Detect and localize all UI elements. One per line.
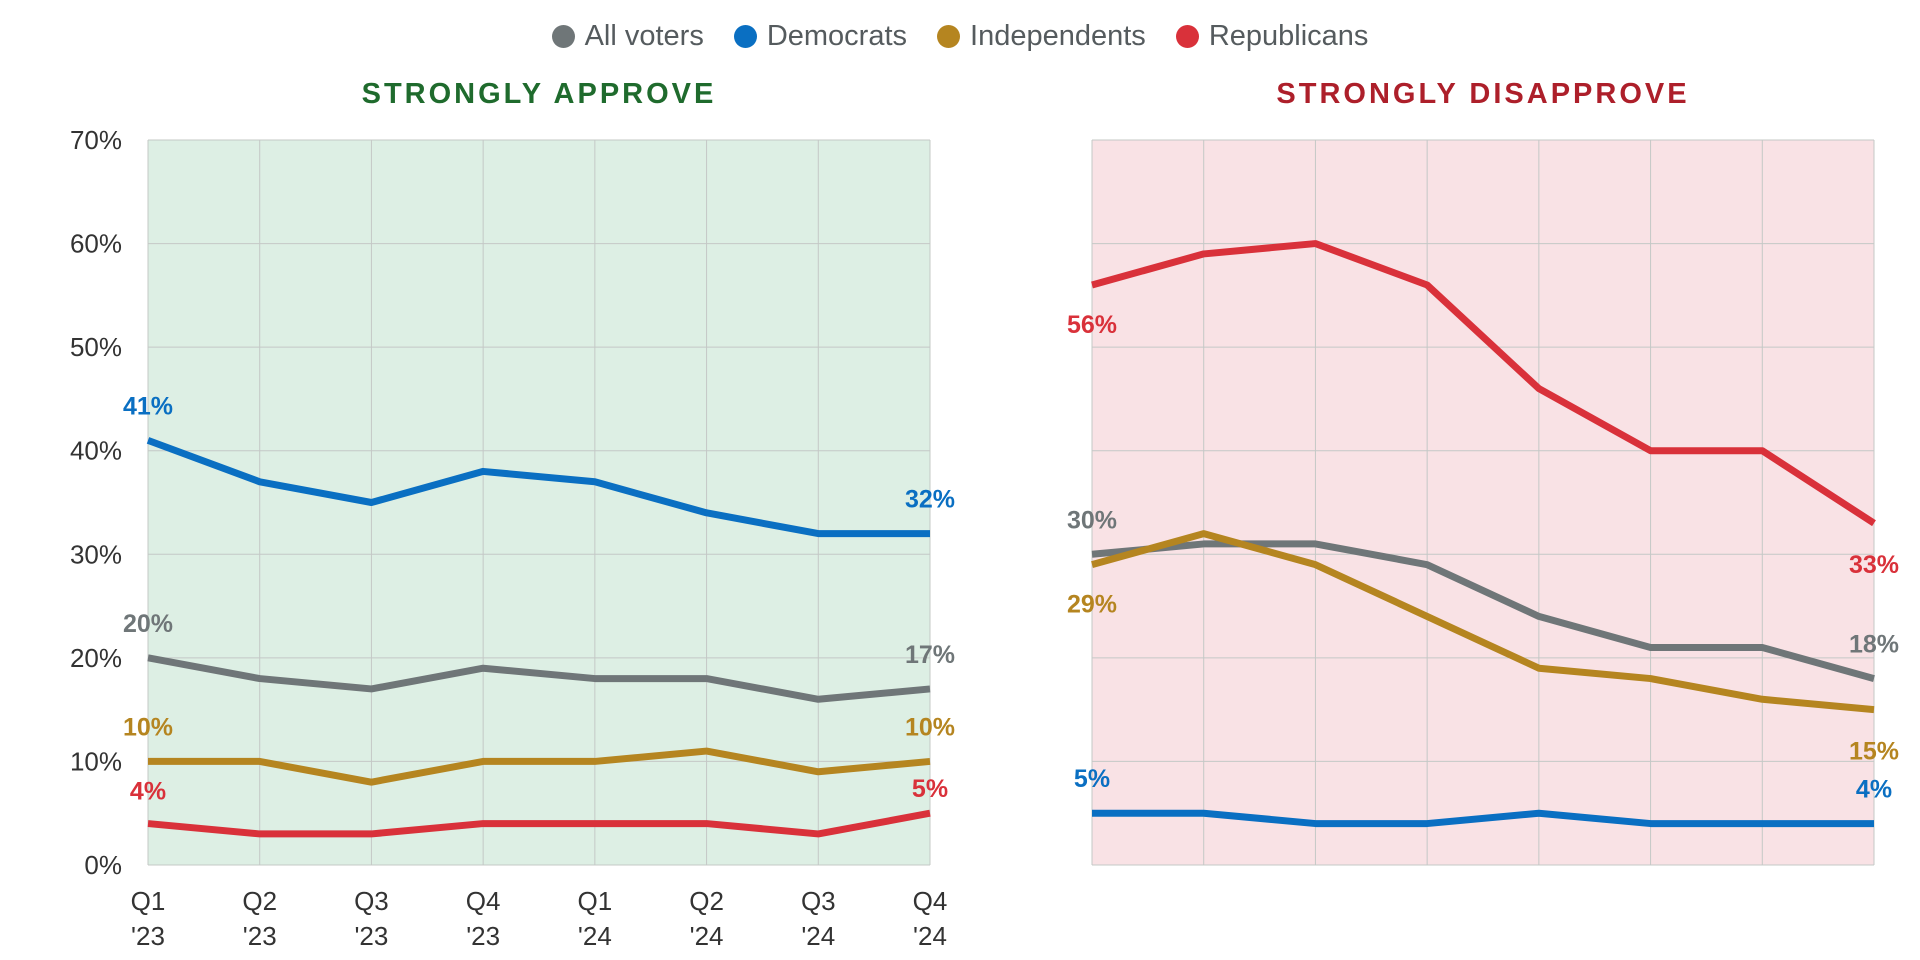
y-tick-label: 10% (70, 746, 122, 776)
disapprove-end-label-democrats: 4% (1856, 776, 1892, 804)
approve-start-label-independents: 10% (123, 713, 173, 741)
approve-series-line-republicans (147, 809, 931, 838)
x-tick-label: Q3 (354, 886, 389, 916)
approve-end-label-republicans: 5% (912, 775, 948, 803)
disapprove-start-label-all-voters: 30% (1067, 506, 1117, 534)
x-tick-label: Q1 (131, 886, 166, 916)
disapprove-end-label-all-voters: 18% (1849, 631, 1899, 659)
x-tick-label: Q2 (689, 886, 724, 916)
approve-series-line-all-voters (147, 654, 931, 703)
disapprove-plot-background (1092, 140, 1874, 865)
approve-start-label-all-voters: 20% (123, 610, 173, 638)
disapprove-start-label-democrats: 5% (1074, 765, 1110, 793)
disapprove-series-line-democrats (1092, 809, 1874, 828)
x-tick-label: Q1 (578, 886, 613, 916)
legend-dot-republicans (1175, 24, 1199, 48)
x-tick-label: '24 (578, 921, 612, 951)
approve-start-label-republicans: 4% (130, 778, 166, 806)
approve-panel-title: STRONGLY APPROVE (361, 78, 717, 110)
approve-end-label-democrats: 32% (905, 486, 955, 514)
disapprove-end-label-republicans: 33% (1849, 551, 1899, 579)
x-tick-label: '23 (354, 921, 388, 951)
approve-start-label-democrats: 41% (123, 392, 173, 420)
legend-label-republicans: Republicans (1208, 19, 1369, 52)
x-tick-label: '23 (243, 921, 277, 951)
y-tick-label: 20% (70, 643, 122, 673)
x-tick-label: Q4 (466, 886, 501, 916)
legend-item-republicans: Republicans (1175, 19, 1369, 53)
legend-label-all-voters: All voters (584, 19, 704, 52)
legend-dot-democrats (733, 24, 757, 48)
legend-dot-all-voters (551, 24, 575, 48)
disapprove-series-line-all-voters (1091, 540, 1875, 682)
chart-legend: All voters Democrats Independents Republ… (0, 14, 1920, 58)
legend-label-independents: Independents (970, 19, 1146, 52)
y-tick-label: 70% (70, 125, 122, 155)
x-tick-label: Q2 (242, 886, 277, 916)
y-tick-label: 60% (70, 229, 122, 259)
approve-series-line-democrats (146, 437, 930, 538)
approve-end-label-independents: 10% (905, 713, 955, 741)
x-tick-label: '24 (690, 921, 724, 951)
legend-item-democrats: Democrats (733, 19, 908, 53)
approve-end-label-all-voters: 17% (905, 641, 955, 669)
legend-item-independents: Independents (937, 20, 1146, 53)
disapprove-end-label-independents: 15% (1849, 738, 1899, 766)
approve-series-line-independents (148, 747, 931, 786)
x-tick-label: '23 (131, 921, 165, 951)
y-tick-label: 0% (84, 850, 122, 880)
y-tick-label: 50% (70, 332, 122, 362)
disapprove-series-line-republicans (1091, 240, 1876, 527)
y-tick-label: 40% (70, 436, 122, 466)
x-tick-label: Q3 (801, 886, 836, 916)
disapprove-start-label-independents: 29% (1067, 591, 1117, 619)
disapprove-series-line-independents (1091, 530, 1875, 714)
disapprove-start-label-republicans: 56% (1067, 311, 1117, 339)
legend-label-democrats: Democrats (766, 19, 908, 52)
x-tick-label: '24 (801, 921, 835, 951)
disapprove-panel-title: STRONGLY DISAPPROVE (1276, 78, 1690, 110)
x-tick-label: Q4 (913, 886, 948, 916)
x-tick-label: '24 (913, 921, 947, 951)
legend-item-all-voters: All voters (551, 19, 704, 53)
approve-plot-background (148, 140, 930, 865)
y-tick-label: 30% (70, 539, 122, 569)
x-tick-label: '23 (466, 921, 500, 951)
legend-dot-independents (937, 24, 961, 48)
